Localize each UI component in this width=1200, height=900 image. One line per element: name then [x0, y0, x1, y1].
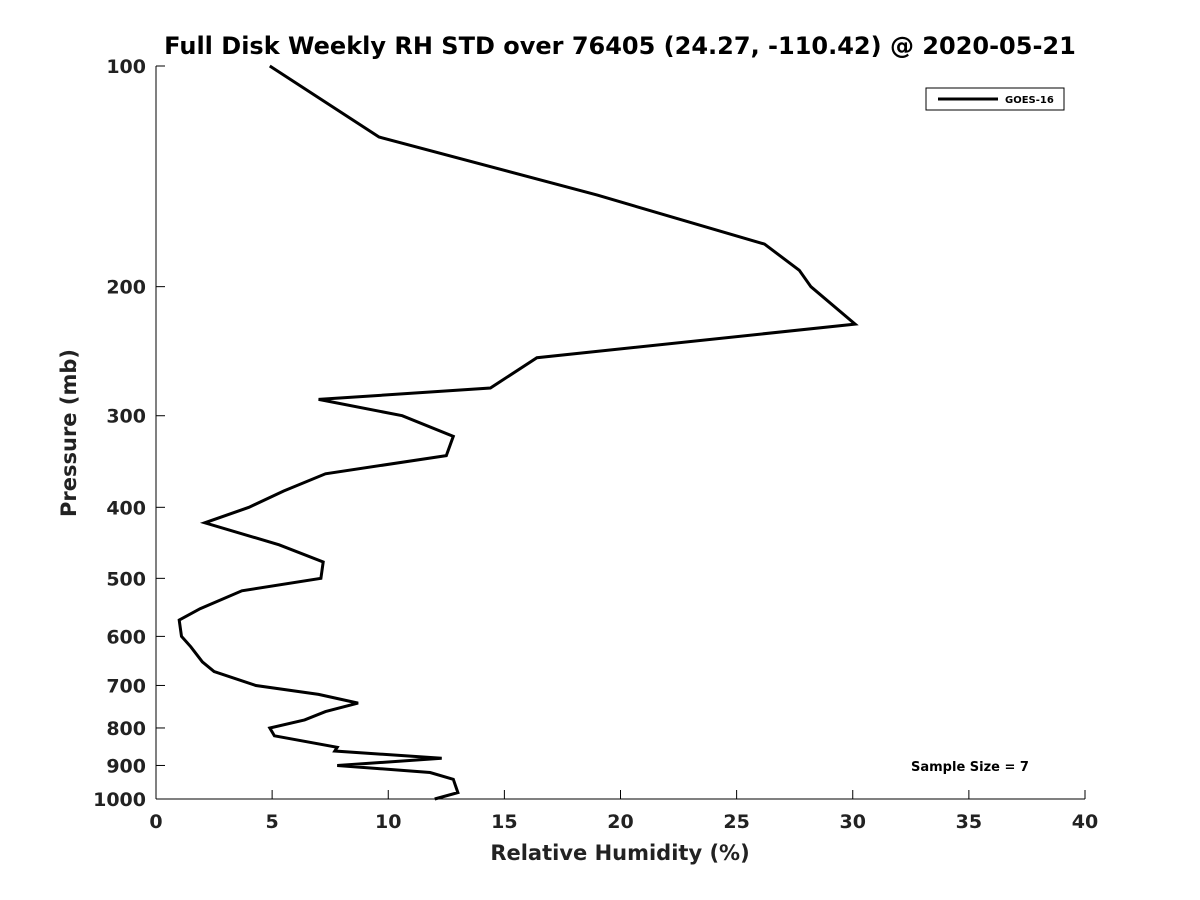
x-tick-label: 35 — [956, 811, 982, 833]
legend-label-goes-16: GOES-16 — [1005, 95, 1054, 106]
y-tick-label: 500 — [106, 568, 146, 590]
x-tick-label: 20 — [607, 811, 633, 833]
y-tick-label: 200 — [106, 277, 146, 299]
sample-size-annotation: Sample Size = 7 — [911, 760, 1029, 775]
y-axis-title: Pressure (mb) — [57, 349, 81, 517]
x-tick-label: 40 — [1072, 811, 1098, 833]
x-tick-label: 25 — [723, 811, 749, 833]
plot-area: 0 5 10 15 20 25 30 35 40 100 200 300 400 500 600 700 800… — [93, 56, 1098, 833]
y-tick-label: 700 — [106, 675, 146, 697]
y-tick-label: 900 — [106, 755, 146, 777]
x-tick-label: 5 — [266, 811, 279, 833]
x-axis-title: Relative Humidity (%) — [490, 841, 749, 865]
y-tick-label: 1000 — [93, 789, 146, 811]
x-tick-label: 15 — [491, 811, 517, 833]
series-line-goes-16 — [177, 64, 859, 801]
y-tick-label: 400 — [106, 497, 146, 519]
y-tick-label: 100 — [106, 56, 146, 78]
chart-title: Full Disk Weekly RH STD over 76405 (24.2… — [164, 32, 1076, 60]
x-tick-label: 30 — [840, 811, 866, 833]
legend: GOES-16 — [925, 87, 1065, 111]
y-tick-label: 300 — [106, 406, 146, 428]
y-tick-label: 800 — [106, 718, 146, 740]
x-tick-label: 10 — [375, 811, 401, 833]
y-tick-label: 600 — [106, 626, 146, 648]
x-tick-label: 0 — [149, 811, 162, 833]
